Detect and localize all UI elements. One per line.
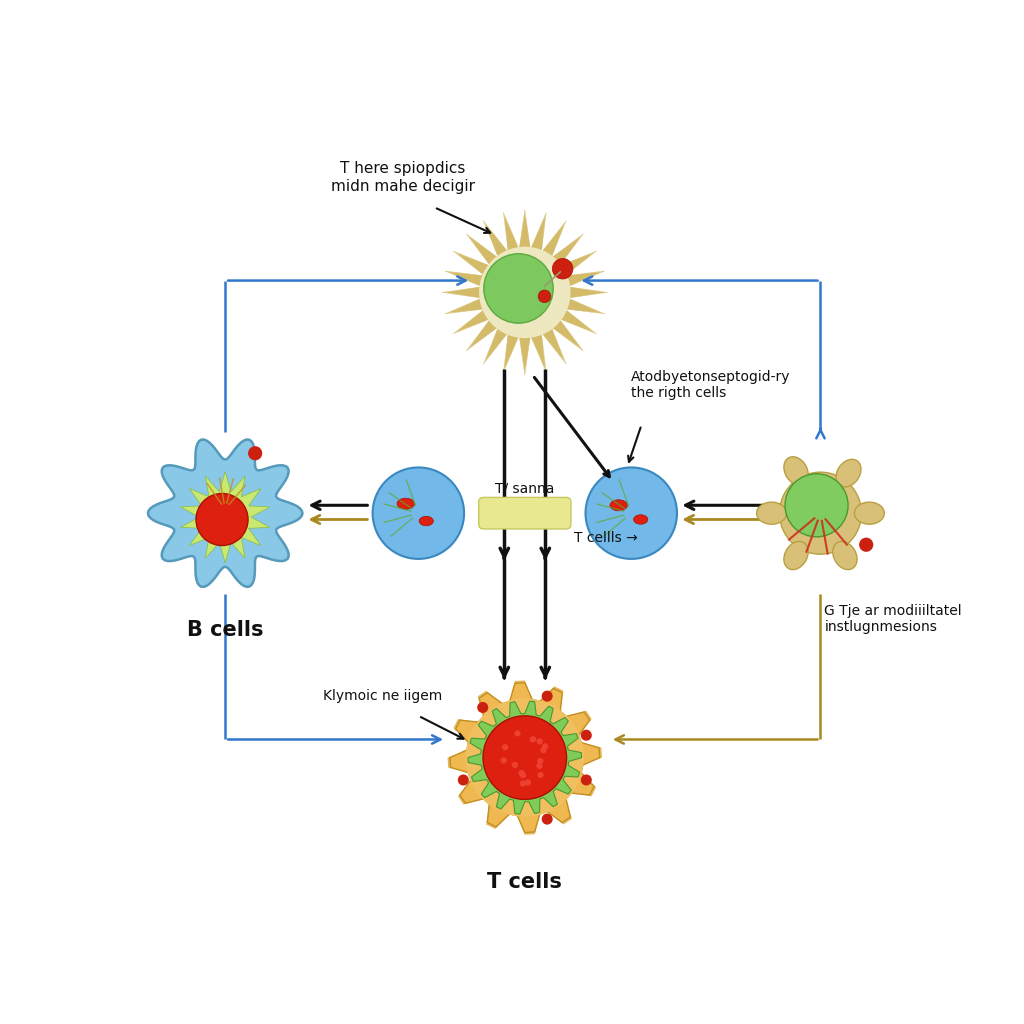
Ellipse shape [784, 542, 808, 569]
Circle shape [524, 779, 531, 785]
Circle shape [552, 258, 572, 279]
Polygon shape [180, 471, 269, 563]
Ellipse shape [784, 457, 808, 485]
Circle shape [537, 738, 543, 744]
Polygon shape [450, 683, 600, 833]
Circle shape [196, 494, 248, 546]
Circle shape [466, 698, 584, 817]
Ellipse shape [757, 502, 786, 524]
Circle shape [541, 746, 547, 754]
Circle shape [538, 758, 544, 764]
Circle shape [542, 743, 548, 750]
Text: T/ sanna: T/ sanna [496, 481, 554, 496]
Text: T cells: T cells [487, 872, 562, 892]
Polygon shape [147, 439, 302, 587]
FancyBboxPatch shape [478, 498, 571, 529]
Ellipse shape [854, 502, 885, 524]
Circle shape [483, 254, 553, 324]
Circle shape [779, 472, 861, 554]
Circle shape [373, 467, 464, 559]
Ellipse shape [833, 542, 857, 569]
Circle shape [581, 730, 592, 740]
Circle shape [581, 774, 592, 785]
Circle shape [502, 744, 508, 751]
Text: Klymoic ne iigem: Klymoic ne iigem [324, 689, 442, 703]
Polygon shape [468, 701, 582, 814]
Circle shape [483, 716, 566, 800]
Circle shape [458, 774, 469, 785]
Circle shape [501, 758, 507, 764]
Polygon shape [446, 214, 603, 372]
Text: B cells: B cells [187, 620, 263, 640]
Circle shape [520, 772, 526, 778]
Circle shape [520, 780, 526, 786]
Circle shape [477, 702, 488, 713]
Circle shape [512, 762, 518, 768]
Circle shape [539, 290, 551, 303]
Circle shape [859, 538, 873, 552]
Circle shape [542, 814, 553, 824]
Text: Atodbyetonseptogid-ry
the rigth cells: Atodbyetonseptogid-ry the rigth cells [631, 371, 791, 400]
Ellipse shape [634, 515, 648, 524]
Polygon shape [442, 210, 607, 375]
Polygon shape [447, 680, 602, 835]
Text: T cellls →: T cellls → [573, 530, 637, 545]
Circle shape [529, 736, 537, 742]
Circle shape [542, 690, 553, 701]
Text: T here spiopdics
midn mahe decigir: T here spiopdics midn mahe decigir [331, 162, 474, 194]
Circle shape [537, 763, 543, 769]
Ellipse shape [610, 500, 628, 511]
Circle shape [586, 467, 677, 559]
Circle shape [479, 247, 570, 338]
Ellipse shape [397, 499, 415, 509]
Circle shape [538, 772, 544, 778]
Circle shape [248, 446, 262, 461]
Circle shape [518, 770, 524, 776]
Ellipse shape [836, 460, 861, 487]
Ellipse shape [419, 516, 433, 525]
Circle shape [514, 730, 520, 736]
Text: G Tje ar modiiiltatel
instlugnmesions: G Tje ar modiiiltatel instlugnmesions [824, 604, 962, 634]
Circle shape [785, 474, 848, 537]
